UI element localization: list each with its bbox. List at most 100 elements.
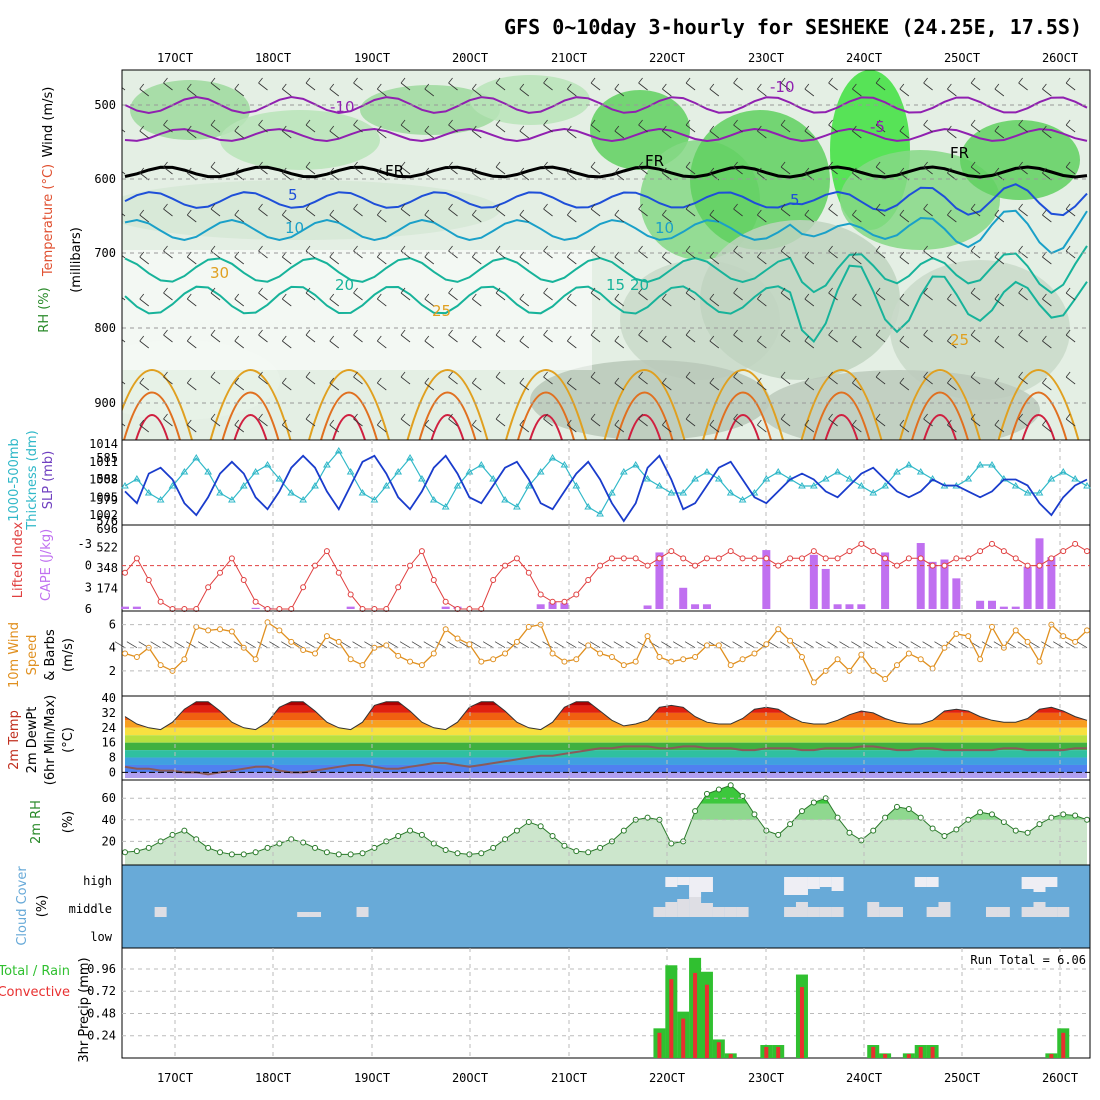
wind-tick: 2 bbox=[109, 664, 116, 678]
wind-barb bbox=[590, 413, 601, 427]
lifted-index-point bbox=[905, 555, 912, 562]
cape-bar bbox=[560, 603, 569, 609]
lifted-index-point bbox=[941, 562, 948, 569]
lifted-index-point bbox=[228, 555, 235, 562]
chart-title: GFS 0~10day 3-hourly for SESHEKE (24.25E… bbox=[504, 15, 1082, 39]
wind-barb bbox=[400, 413, 411, 427]
wind-barb bbox=[495, 119, 506, 133]
wind-barb bbox=[828, 161, 838, 175]
wind-barb bbox=[258, 119, 268, 133]
lifted-index-point bbox=[632, 555, 639, 562]
wind-barb bbox=[1042, 377, 1052, 391]
thickness-point bbox=[275, 475, 284, 482]
wind-barb bbox=[733, 413, 743, 427]
wind-barb bbox=[828, 413, 838, 427]
contour-label: -10 bbox=[770, 78, 795, 96]
wind-barb bbox=[126, 641, 138, 649]
wind-barb bbox=[281, 167, 292, 181]
x-tick-bottom: 22OCT bbox=[649, 1071, 685, 1085]
x-tick-top: 24OCT bbox=[846, 51, 882, 65]
lifted-index-point bbox=[775, 562, 782, 569]
thickness-tick: 579 bbox=[96, 493, 118, 507]
wind-barb bbox=[923, 203, 933, 217]
wind-barb bbox=[1018, 287, 1028, 301]
cloud-mid-block bbox=[890, 907, 903, 917]
wind-barb bbox=[163, 371, 173, 385]
wind-barb bbox=[899, 83, 910, 97]
wind-barb bbox=[625, 641, 636, 649]
lifted-index-point bbox=[680, 555, 687, 562]
wind-barb bbox=[400, 287, 411, 301]
contour-label: 30 bbox=[210, 264, 229, 282]
precip-convective-label: Convective bbox=[0, 985, 70, 1000]
wind-barb bbox=[542, 641, 553, 649]
x-tick-top: 26OCT bbox=[1042, 51, 1078, 65]
wind-barb bbox=[662, 377, 672, 391]
rh-point bbox=[739, 793, 746, 800]
wind-speed-point bbox=[810, 679, 817, 686]
wind-barb bbox=[875, 119, 886, 133]
wind-barb bbox=[163, 245, 173, 259]
cape-bar bbox=[833, 604, 842, 609]
wind-barb bbox=[757, 335, 767, 349]
precip-tick: 0.24 bbox=[87, 1029, 116, 1043]
wind-barb bbox=[376, 167, 387, 181]
cloud-mid-block bbox=[1033, 902, 1046, 917]
temp-band bbox=[125, 757, 1087, 765]
wind-barb bbox=[685, 413, 696, 427]
wind-barb bbox=[1065, 287, 1076, 301]
wind-barb bbox=[448, 413, 458, 427]
wind-barb bbox=[1029, 641, 1040, 649]
cape-bar bbox=[548, 601, 557, 609]
wind-speed-point bbox=[525, 623, 532, 630]
thickness-point bbox=[679, 489, 688, 496]
wind-barb bbox=[757, 83, 767, 97]
thickness-point bbox=[893, 468, 901, 475]
rh-point bbox=[133, 848, 140, 855]
wind-barb bbox=[210, 287, 221, 301]
thickness-point bbox=[916, 468, 925, 475]
thickness-point bbox=[524, 482, 533, 489]
wind-barb bbox=[163, 203, 173, 217]
wind-speed-point bbox=[133, 653, 140, 660]
wind-speed-point bbox=[347, 656, 354, 663]
thickness-point bbox=[1071, 475, 1080, 482]
contour-label: 25 bbox=[432, 302, 451, 320]
wind-speed-point bbox=[1036, 658, 1043, 665]
temp-lobe-35 bbox=[627, 414, 662, 440]
wind-barb bbox=[186, 251, 197, 265]
thickness-point bbox=[334, 447, 343, 454]
wind-barb bbox=[672, 641, 684, 649]
cloud-mid-block bbox=[795, 902, 808, 917]
wind-barb bbox=[376, 419, 387, 433]
wind-barb bbox=[638, 287, 648, 301]
wind-barb bbox=[828, 119, 838, 133]
wind-barb bbox=[471, 641, 482, 649]
temp-lobe-35 bbox=[135, 414, 169, 440]
wind-barb bbox=[329, 335, 340, 349]
temp-label-b: 2m DewPt bbox=[25, 707, 40, 774]
wind-barb bbox=[210, 371, 221, 385]
wind-barb bbox=[353, 245, 363, 259]
convective-bar bbox=[764, 1046, 769, 1058]
wind-barb bbox=[970, 77, 981, 91]
wind-barb bbox=[139, 377, 149, 391]
wind-speed-point bbox=[407, 658, 414, 665]
cloud-mid-block bbox=[807, 907, 820, 917]
precip-panel bbox=[121, 947, 1091, 1059]
wind-barb bbox=[448, 77, 458, 91]
wind-barb bbox=[424, 377, 435, 391]
wind-barb bbox=[804, 251, 815, 265]
contour-label: 5 bbox=[288, 186, 298, 204]
wind-barb bbox=[1018, 413, 1028, 427]
wind-barb bbox=[970, 413, 981, 427]
wind-barb bbox=[1042, 293, 1052, 307]
wind-barb bbox=[329, 167, 340, 181]
temp-band bbox=[125, 735, 1087, 743]
wind-barb bbox=[353, 203, 363, 217]
wind-barb bbox=[1042, 83, 1052, 97]
cloud-label: Cloud Cover bbox=[15, 866, 30, 946]
cloud-high-block bbox=[1045, 877, 1058, 887]
x-tick-bottom: 18OCT bbox=[255, 1071, 291, 1085]
wind-barb bbox=[875, 161, 886, 175]
